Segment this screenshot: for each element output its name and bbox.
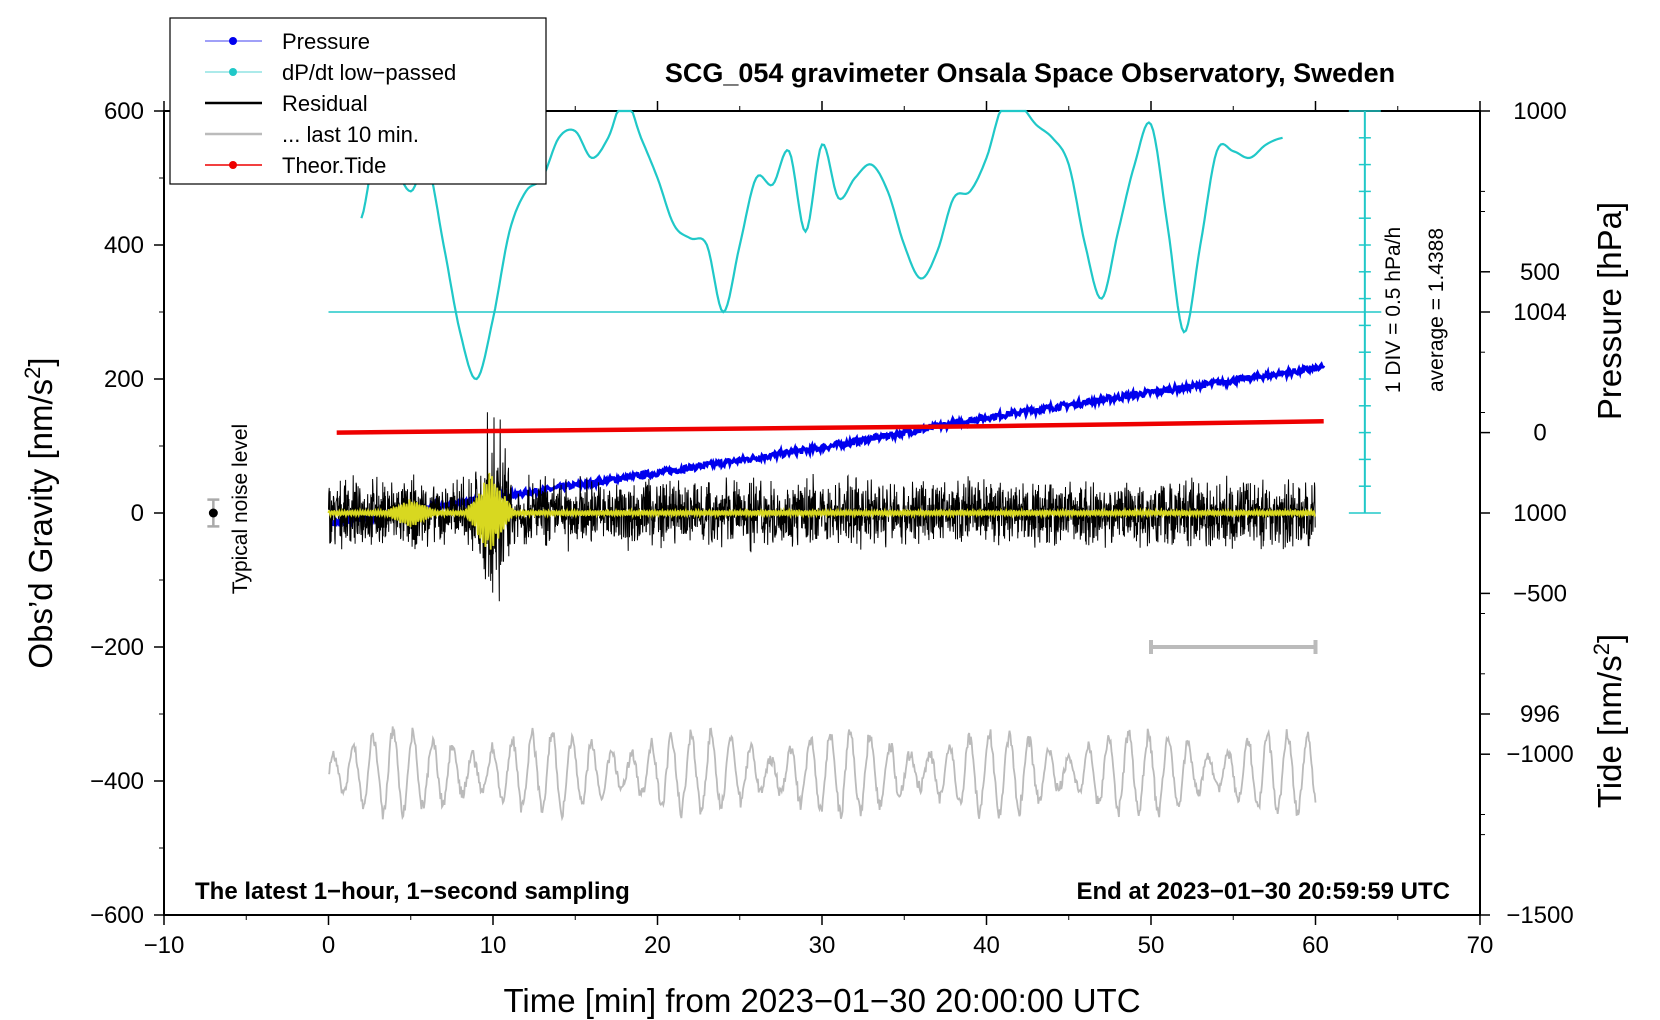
y-axis-title-pressure: Pressure [hPa] [1591,202,1628,420]
y-tick-label: 0 [131,500,144,527]
tide-tick-label: −1000 [1506,741,1573,768]
axes: −10 0 10 20 30 40 50 60 70 −600 −400 −200 0 200 400 600… [90,98,1574,959]
noise-level-label: Typical noise level [229,424,252,594]
pressure-tick-label: 996 [1520,701,1560,728]
y-axis-title-tide: Tide [nm/s2] [1589,634,1628,808]
legend-label: Pressure [282,29,370,54]
legend-box [169,17,547,185]
legend-label: dP/dt low−passed [282,60,456,85]
x-axis-title: Time [min] from 2023−01−30 20:00:00 UTC [503,982,1140,1019]
x-tick-label: 30 [809,932,836,959]
legend-marker [229,37,237,45]
data-series [207,109,1382,822]
legend-label: Theor.Tide [282,153,386,178]
chart-title: SCG_054 gravimeter Onsala Space Observat… [665,58,1395,88]
series-dpdt-line [360,109,1283,381]
x-tick-label: 60 [1302,932,1329,959]
series-tide-line [336,419,1324,435]
pressure-div-label: 1 DIV = 0.5 hPa/h [1382,227,1405,393]
tide-tick-label: 500 [1520,259,1560,286]
pressure-average-label: average = 1.4388 [1425,228,1448,392]
x-tick-label: 10 [480,932,507,959]
noise-point [208,508,218,518]
tide-tick-label: −500 [1513,580,1567,607]
legend-label: Residual [282,91,368,116]
tide-tick-label: 1000 [1513,98,1566,125]
x-tick-label: 40 [973,932,1000,959]
footer-left: The latest 1−hour, 1−second sampling [195,878,630,905]
y-tick-label: 200 [104,366,144,393]
tide-tick-label: −1500 [1506,902,1573,929]
y-tick-label: 400 [104,232,144,259]
y-axis-title-left: Obs’d Gravity [nm/s2] [20,357,59,668]
legend-marker [229,161,237,169]
series-last10min-line [327,726,1317,822]
y-tick-label: 600 [104,98,144,125]
pressure-tick-label: 1004 [1513,299,1566,326]
x-tick-label: 70 [1467,932,1494,959]
x-tick-label: 20 [644,932,671,959]
legend-label: ... last 10 min. [282,122,419,147]
y-tick-label: −600 [90,902,144,929]
footer-right: End at 2023−01−30 20:59:59 UTC [1076,878,1450,905]
legend-marker [229,68,237,76]
y-tick-label: −400 [90,768,144,795]
tide-tick-label: 0 [1533,420,1546,447]
legend: Pressure dP/dt low−passed Residual ... last… [169,17,547,185]
y-tick-label: −200 [90,634,144,661]
pressure-tick-label: 1000 [1513,500,1566,527]
x-tick-label: 0 [322,932,335,959]
x-tick-label: −10 [144,932,185,959]
series-filtered-residual-line [327,472,1316,550]
x-tick-label: 50 [1138,932,1165,959]
